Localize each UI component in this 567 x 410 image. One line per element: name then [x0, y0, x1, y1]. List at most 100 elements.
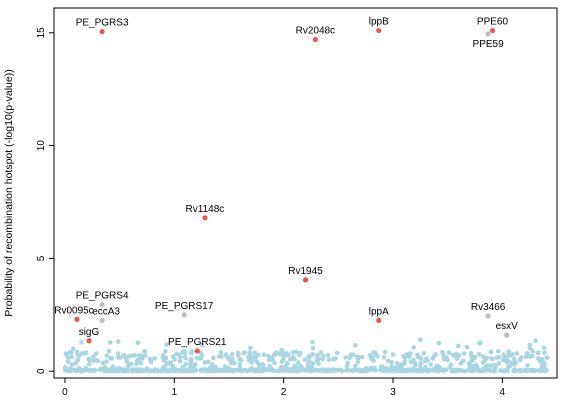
data-point	[446, 350, 452, 356]
data-point	[280, 357, 286, 363]
data-point	[170, 354, 176, 359]
data-point	[510, 352, 515, 357]
data-point	[457, 367, 463, 373]
point-label: Rv1945	[288, 266, 323, 277]
data-point	[242, 350, 247, 356]
data-point	[188, 358, 193, 364]
data-point	[442, 367, 447, 372]
data-point	[310, 339, 315, 345]
data-point	[183, 355, 188, 361]
data-point	[354, 354, 360, 360]
data-point	[208, 367, 214, 373]
plot-frame	[53, 7, 558, 379]
data-point	[188, 368, 194, 373]
data-point	[229, 358, 235, 363]
data-point	[523, 368, 528, 374]
data-point	[110, 364, 116, 369]
data-point	[448, 362, 454, 367]
data-point	[315, 355, 320, 361]
data-point	[125, 364, 131, 369]
data-point	[424, 356, 429, 361]
x-tick-label: 0	[62, 387, 68, 398]
point-label: PE_PGRS21	[168, 337, 227, 348]
labeled-point	[302, 277, 309, 283]
data-point	[454, 354, 460, 360]
data-point	[248, 345, 253, 351]
data-point	[237, 362, 243, 367]
data-point	[285, 368, 290, 374]
data-point	[297, 352, 302, 358]
data-point	[252, 350, 258, 355]
data-point	[236, 351, 241, 357]
data-point	[525, 363, 530, 368]
data-point	[529, 368, 534, 374]
data-point	[138, 360, 144, 366]
data-point	[471, 367, 477, 373]
data-point	[142, 349, 147, 355]
data-point	[269, 355, 274, 361]
x-tick-label: 1	[172, 387, 178, 398]
data-point	[293, 364, 299, 369]
data-point	[180, 349, 185, 355]
data-point	[325, 353, 331, 358]
background-points	[62, 337, 550, 374]
data-point	[441, 352, 446, 358]
data-point	[347, 355, 353, 361]
data-point	[267, 363, 272, 369]
data-point	[211, 355, 216, 361]
data-point	[460, 358, 466, 364]
y-axis-label: Probability of recombination hotspot (-l…	[3, 69, 15, 316]
point-label: lppB	[369, 17, 389, 28]
labeled-point	[99, 29, 105, 35]
labeled-points	[74, 27, 510, 354]
labeled-point	[485, 313, 491, 319]
data-point	[386, 368, 391, 374]
data-point	[394, 360, 400, 366]
point-label: PPE60	[477, 17, 509, 28]
data-point	[530, 348, 535, 354]
point-label: Rv0095c	[54, 305, 93, 316]
data-point	[183, 362, 189, 367]
labeled-point	[312, 36, 318, 43]
data-point	[318, 350, 324, 355]
data-point	[95, 358, 101, 364]
data-point	[334, 350, 340, 356]
data-point	[128, 361, 134, 367]
data-point	[461, 351, 467, 356]
data-point	[168, 367, 174, 373]
data-point	[492, 368, 498, 374]
data-point	[160, 367, 165, 372]
data-point	[69, 362, 75, 367]
point-label: PPE59	[473, 39, 505, 50]
data-point	[117, 367, 122, 373]
data-point	[462, 368, 468, 374]
data-point	[177, 359, 183, 364]
data-point	[137, 353, 142, 358]
labeled-point	[74, 316, 80, 322]
data-point	[418, 337, 423, 343]
data-point	[428, 362, 434, 367]
data-point	[152, 356, 158, 361]
data-point	[526, 353, 532, 358]
data-point	[372, 367, 377, 372]
data-point	[426, 368, 432, 374]
data-point	[206, 359, 211, 365]
data-point	[83, 350, 89, 355]
data-point	[75, 357, 80, 363]
data-point	[454, 351, 459, 357]
data-point	[69, 354, 74, 360]
data-point	[472, 354, 478, 360]
data-point	[296, 360, 301, 365]
data-point	[476, 351, 482, 357]
data-point	[421, 350, 427, 356]
data-point	[485, 367, 490, 373]
data-point	[275, 368, 281, 374]
data-point	[148, 359, 154, 365]
data-point	[352, 367, 358, 373]
data-point	[533, 368, 538, 374]
data-point	[219, 354, 224, 359]
data-point	[496, 360, 502, 366]
data-point	[79, 351, 85, 356]
data-point	[501, 352, 506, 357]
data-point	[116, 339, 121, 344]
